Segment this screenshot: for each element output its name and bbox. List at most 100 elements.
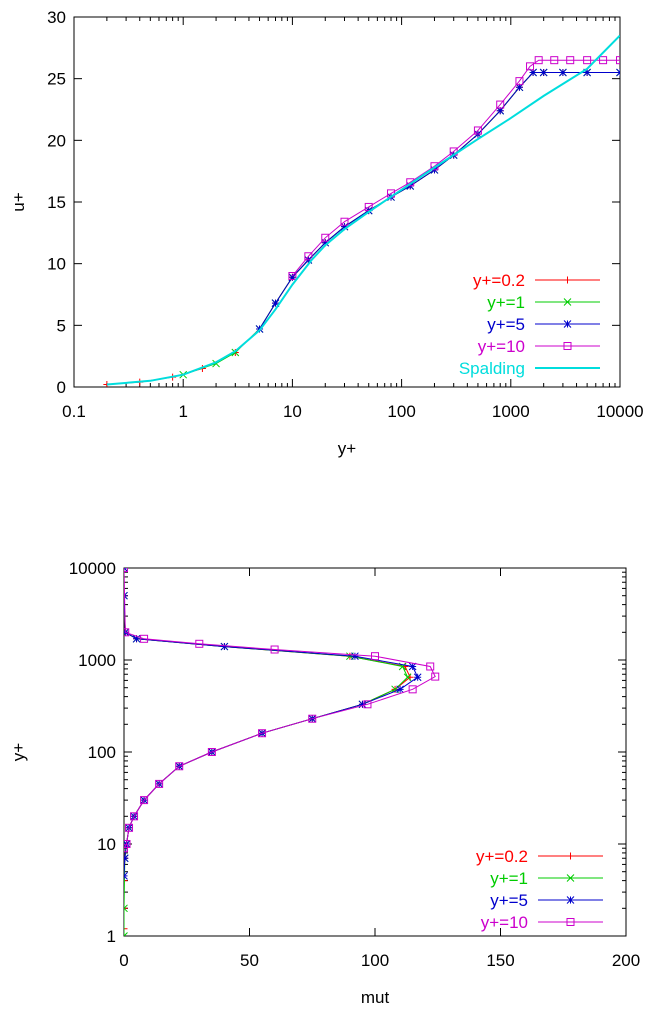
y-tick-label: 100 — [88, 743, 116, 762]
data-point — [616, 56, 620, 65]
series-yplus-1 — [124, 568, 412, 936]
data-point — [124, 840, 131, 848]
data-point — [566, 896, 575, 904]
data-point — [496, 100, 505, 109]
data-point — [288, 272, 297, 280]
x-tick-label: 100 — [361, 951, 389, 970]
data-point — [583, 56, 592, 65]
series-yplus-0p2 — [124, 568, 414, 933]
series-line-yplus-10 — [124, 568, 436, 849]
series-line-yplus-5 — [259, 72, 620, 330]
data-point — [155, 779, 164, 788]
data-point — [550, 56, 559, 65]
data-point — [515, 77, 524, 86]
y-tick-label: 10 — [97, 835, 116, 854]
data-point — [124, 904, 128, 913]
data-point — [270, 645, 279, 654]
data-point — [566, 56, 575, 65]
data-point — [258, 729, 267, 738]
chart-mut-profile: 0 50 100 150 200 1 10 100 1000 10000 mut y+ y+=0.2 y+… — [9, 559, 640, 1007]
data-point — [403, 673, 412, 682]
data-point — [271, 299, 280, 307]
legend-entry-yplus-1: y+=1 — [487, 293, 600, 312]
y-tick-label: 20 — [47, 131, 66, 150]
data-point — [473, 126, 482, 135]
data-point — [340, 222, 349, 231]
series-line-yplus-10 — [292, 59, 620, 277]
data-point — [124, 877, 128, 885]
x-tick-label: 0 — [119, 951, 128, 970]
x-tick-label: 200 — [612, 951, 640, 970]
series-yplus-5 — [255, 68, 620, 333]
y-axis-title: y+ — [9, 743, 28, 762]
data-point — [321, 238, 330, 247]
x-tick-label: 0.1 — [62, 402, 86, 421]
data-point — [124, 854, 129, 863]
x-axis-title: mut — [361, 988, 390, 1007]
data-point — [563, 298, 572, 306]
legend-entry-yplus-10: y+=10 — [481, 913, 603, 932]
series-line-yplus-0p2 — [106, 72, 620, 385]
data-point — [304, 252, 313, 261]
data-point — [539, 68, 548, 77]
data-point — [124, 925, 128, 933]
data-point — [566, 874, 575, 882]
data-point — [140, 634, 149, 643]
legend-label: Spalding — [459, 359, 525, 378]
data-point — [363, 700, 372, 709]
y-tick-label: 10000 — [69, 559, 116, 578]
plot-frame — [123, 567, 627, 937]
y-tick-label: 30 — [47, 8, 66, 27]
legend-entry-spalding: Spalding — [459, 359, 600, 378]
x-axis-title: y+ — [338, 439, 357, 458]
series-line-spalding — [106, 34, 620, 386]
data-point — [534, 56, 543, 65]
legend-entry-yplus-5: y+=5 — [490, 891, 603, 910]
data-point — [288, 273, 297, 282]
data-point — [563, 342, 572, 350]
legend-entry-yplus-1: y+=1 — [490, 869, 603, 888]
data-point — [566, 918, 575, 926]
y-tick-label: 25 — [47, 70, 66, 89]
legend-label: y+=1 — [487, 293, 525, 312]
data-point — [175, 762, 184, 771]
y-axis-title: u+ — [9, 192, 28, 211]
data-point — [616, 68, 620, 77]
x-tick-label: 10000 — [596, 402, 643, 421]
x-tick-label: 1 — [178, 402, 187, 421]
data-point — [132, 634, 141, 643]
data-point — [195, 639, 204, 648]
x-tick-label: 1000 — [492, 402, 530, 421]
data-point — [125, 823, 134, 832]
series-yplus-10 — [124, 568, 440, 853]
y-tick-label: 1 — [107, 927, 116, 946]
chart-velocity-profile: 0.1 1 10 100 1000 10000 0 5 10 15 20 25 30 y+ u+ y+=0.2… — [9, 8, 644, 458]
data-point — [364, 202, 373, 211]
data-point — [408, 685, 417, 694]
data-point — [563, 320, 572, 328]
data-point — [515, 83, 524, 92]
data-point — [583, 68, 591, 77]
series-line-yplus-0p2 — [124, 568, 411, 929]
data-point — [426, 662, 435, 671]
data-point — [559, 68, 567, 77]
legend-entry-yplus-5: y+=5 — [487, 315, 600, 334]
data-point — [340, 217, 349, 226]
y-tick-label: 1000 — [78, 651, 116, 670]
legend-entry-yplus-0p2: y+=0.2 — [476, 847, 603, 866]
series-spalding — [106, 34, 620, 386]
x-tick-label: 10 — [283, 402, 302, 421]
legend-label: y+=5 — [490, 891, 528, 910]
x-tick-label: 100 — [387, 402, 415, 421]
data-point — [124, 932, 128, 936]
data-point — [599, 56, 608, 65]
data-point — [431, 672, 440, 681]
series-line-yplus-5 — [124, 568, 419, 876]
legend-label: y+=10 — [481, 913, 528, 932]
data-point — [564, 276, 571, 284]
legend-label: y+=0.2 — [476, 847, 528, 866]
data-point — [408, 662, 417, 671]
y-tick-label: 0 — [57, 378, 66, 397]
data-point — [124, 844, 128, 853]
